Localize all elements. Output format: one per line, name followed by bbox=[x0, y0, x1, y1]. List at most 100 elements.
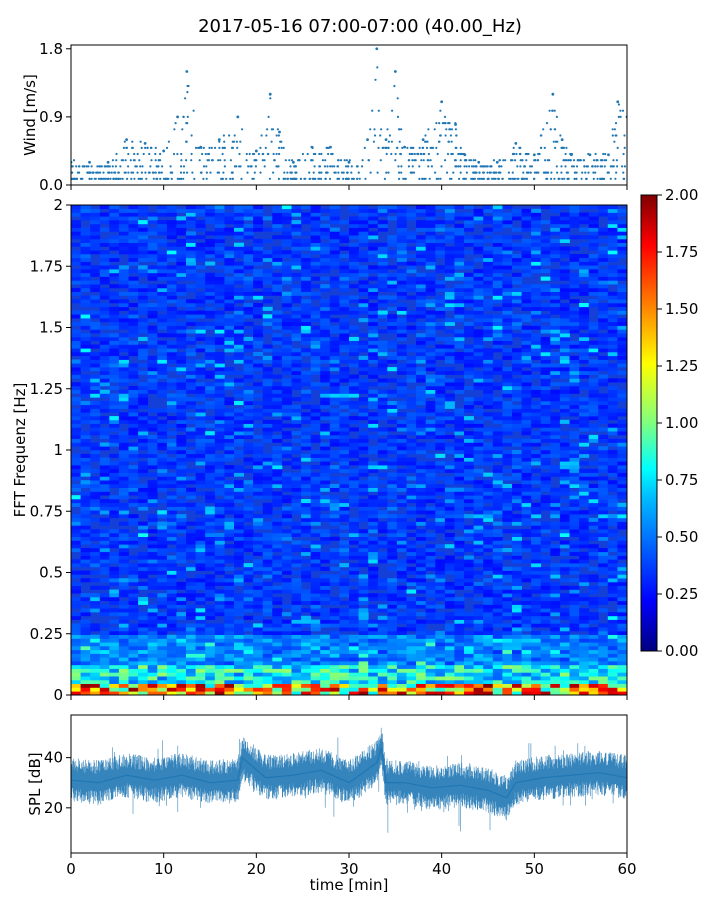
spectrogram-cell bbox=[118, 664, 129, 669]
spectrogram-cell bbox=[195, 649, 206, 654]
spectrogram-cell bbox=[147, 517, 158, 522]
spectrogram-cell bbox=[243, 679, 254, 684]
spectrogram-cell bbox=[80, 250, 91, 255]
spectrogram-cell bbox=[291, 649, 302, 654]
spectrogram-cell bbox=[339, 480, 350, 485]
spectrogram-cell bbox=[128, 340, 139, 345]
wind-point bbox=[521, 177, 524, 180]
wind-point bbox=[262, 152, 265, 156]
wind-point bbox=[562, 159, 565, 162]
spectrogram-cell bbox=[416, 627, 427, 632]
spectrogram-cell bbox=[109, 514, 120, 519]
spectrogram-cell bbox=[166, 615, 177, 620]
spectrogram-cell bbox=[243, 280, 254, 285]
spectrogram-cell bbox=[387, 623, 398, 628]
spectrogram-cell bbox=[205, 212, 216, 217]
spectrogram-cell bbox=[387, 559, 398, 564]
spectrogram-cell bbox=[416, 291, 427, 296]
wind-point bbox=[492, 159, 495, 162]
spectrogram-cell bbox=[416, 487, 427, 492]
spectrogram-cell bbox=[99, 529, 110, 534]
spectrogram-cell bbox=[214, 427, 225, 432]
spectrogram-cell bbox=[377, 329, 388, 334]
spectrogram-cell bbox=[387, 408, 398, 413]
spectrogram-cell bbox=[329, 205, 340, 210]
spectrogram-cell bbox=[329, 408, 340, 413]
wind-point bbox=[333, 165, 336, 168]
wind-point bbox=[286, 171, 289, 174]
spectrogram-cell bbox=[387, 676, 398, 681]
spectrogram-cell bbox=[291, 687, 302, 692]
spectrogram-cell bbox=[176, 585, 187, 590]
spectrogram-cell bbox=[234, 393, 244, 398]
spectrogram-cell bbox=[396, 540, 407, 545]
spectrogram-cell bbox=[243, 276, 254, 281]
spectrogram-cell bbox=[329, 303, 340, 308]
spectrogram-cell bbox=[281, 404, 292, 409]
spectrogram-cell bbox=[205, 536, 216, 541]
spectrogram-cell bbox=[90, 310, 101, 315]
spectrogram-cell bbox=[90, 544, 101, 549]
spectrogram-cell bbox=[320, 261, 331, 266]
spectrogram-cell bbox=[272, 608, 283, 613]
spectrogram-cell bbox=[358, 544, 369, 549]
spectrogram-cell bbox=[281, 657, 292, 662]
spectrogram-cell bbox=[109, 461, 120, 466]
spectrogram-cell bbox=[339, 600, 350, 605]
wind-point bbox=[222, 134, 225, 137]
spectrogram-cell bbox=[109, 374, 120, 379]
wind-point bbox=[149, 165, 152, 168]
spectrogram-cell bbox=[166, 581, 177, 586]
spectrogram-cell bbox=[138, 679, 149, 684]
spectrogram-cell bbox=[243, 265, 254, 270]
spectrogram-cell bbox=[109, 238, 120, 243]
spectrogram-cell bbox=[416, 570, 427, 575]
spectrogram-cell bbox=[320, 216, 331, 221]
spectrogram-cell bbox=[320, 235, 331, 240]
spectrogram-cell bbox=[310, 585, 321, 590]
wind-point bbox=[459, 171, 462, 174]
spectrogram-cell bbox=[301, 416, 312, 421]
spectrogram-cell bbox=[99, 604, 110, 609]
spectrogram-cell bbox=[406, 318, 417, 323]
spectrogram-cell bbox=[205, 578, 216, 583]
spectrogram-cell bbox=[329, 559, 340, 564]
spectrogram-cell bbox=[406, 265, 417, 270]
spectrogram-cell bbox=[186, 453, 196, 458]
spectrogram-cell bbox=[310, 548, 321, 553]
spectrogram-cell bbox=[416, 238, 427, 243]
spectrogram-cell bbox=[281, 208, 292, 213]
spectrogram-cell bbox=[195, 476, 206, 481]
spectrogram-cell bbox=[214, 404, 225, 409]
spectrogram-cell bbox=[262, 280, 273, 285]
spectrogram-cell bbox=[224, 634, 235, 639]
spectrogram-cell bbox=[224, 355, 235, 360]
spectrogram-cell bbox=[138, 227, 149, 232]
wind-point bbox=[613, 128, 617, 131]
spectrogram-cell bbox=[291, 676, 302, 681]
spectrogram-cell bbox=[176, 352, 187, 357]
spectrogram-cell bbox=[128, 261, 139, 266]
spectrogram-cell bbox=[262, 608, 273, 613]
spectrogram-cell bbox=[406, 683, 417, 688]
spectrogram-cell bbox=[243, 570, 254, 575]
spectrogram-cell bbox=[368, 382, 379, 387]
spectrogram-cell bbox=[128, 472, 139, 477]
spectrogram-cell bbox=[253, 623, 264, 628]
spectrogram-cell bbox=[301, 374, 312, 379]
spectrogram-cell bbox=[358, 676, 369, 681]
wind-point-peak bbox=[185, 70, 189, 73]
spectrogram-cell bbox=[310, 642, 321, 647]
spectrogram-cell bbox=[416, 491, 427, 496]
wind-point bbox=[139, 140, 142, 143]
spectrogram-cell bbox=[272, 404, 283, 409]
spectrogram-cell bbox=[349, 623, 359, 628]
spectrogram-cell bbox=[118, 363, 129, 368]
spectrogram-cell bbox=[387, 540, 398, 545]
spectrogram-cell bbox=[329, 506, 340, 511]
spectrogram-cell bbox=[99, 295, 110, 300]
spectrogram-cell bbox=[396, 604, 407, 609]
spectrogram-cell bbox=[291, 570, 302, 575]
spectrogram-cell bbox=[71, 231, 81, 236]
